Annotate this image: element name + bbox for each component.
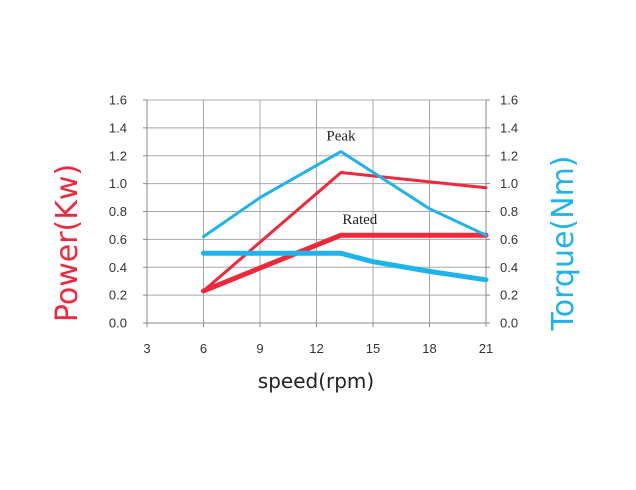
right-y-tick-labels: 0.0 0.2 0.4 0.6 0.8 1.0 1.2 1.4 1.6 [486,93,518,331]
annotations: Peak Rated [326,128,377,228]
x-tick-labels: 3 6 9 12 15 18 21 [143,323,493,356]
right-y-tick-label: 1.6 [500,93,518,108]
right-y-tick-label: 0.8 [500,204,518,219]
x-tick-label: 15 [366,341,380,356]
right-y-tick-label: 1.4 [500,120,518,135]
left-y-tick-labels: 0.0 0.2 0.4 0.6 0.8 1.0 1.2 1.4 1.6 [109,93,147,331]
x-tick-label: 3 [143,341,150,356]
power-rated-line [201,232,489,294]
left-y-tick-label: 1.2 [109,148,127,163]
x-tick-label: 21 [479,341,493,356]
left-y-tick-label: 0.0 [109,316,127,331]
left-y-axis-label: Power(Kw) [50,164,85,322]
left-y-tick-label: 0.6 [109,232,127,247]
right-y-tick-label: 0.4 [500,260,518,275]
grid-lines [146,99,487,324]
right-y-tick-label: 0.2 [500,288,518,303]
left-y-tick-label: 1.4 [109,120,127,135]
annotation-peak: Peak [326,128,356,144]
left-y-tick-label: 0.2 [109,288,127,303]
series-lines [201,150,489,294]
right-y-tick-label: 0.0 [500,316,518,331]
right-y-axis-label: Torque(Nm) [546,156,581,332]
torque-rated-line [201,250,489,283]
left-y-tick-label: 1.6 [109,93,127,108]
left-y-tick-label: 0.8 [109,204,127,219]
x-tick-label: 6 [200,341,207,356]
x-tick-label: 9 [256,341,263,356]
annotation-rated: Rated [342,212,377,228]
x-tick-label: 12 [309,341,323,356]
x-axis-label: speed(rpm) [258,369,374,393]
torque-peak-line [202,150,488,239]
x-tick-label: 18 [422,341,436,356]
right-y-tick-label: 1.2 [500,148,518,163]
left-y-tick-label: 0.4 [109,260,127,275]
left-y-tick-label: 1.0 [109,176,127,191]
right-y-tick-label: 0.6 [500,232,518,247]
right-y-tick-label: 1.0 [500,176,518,191]
